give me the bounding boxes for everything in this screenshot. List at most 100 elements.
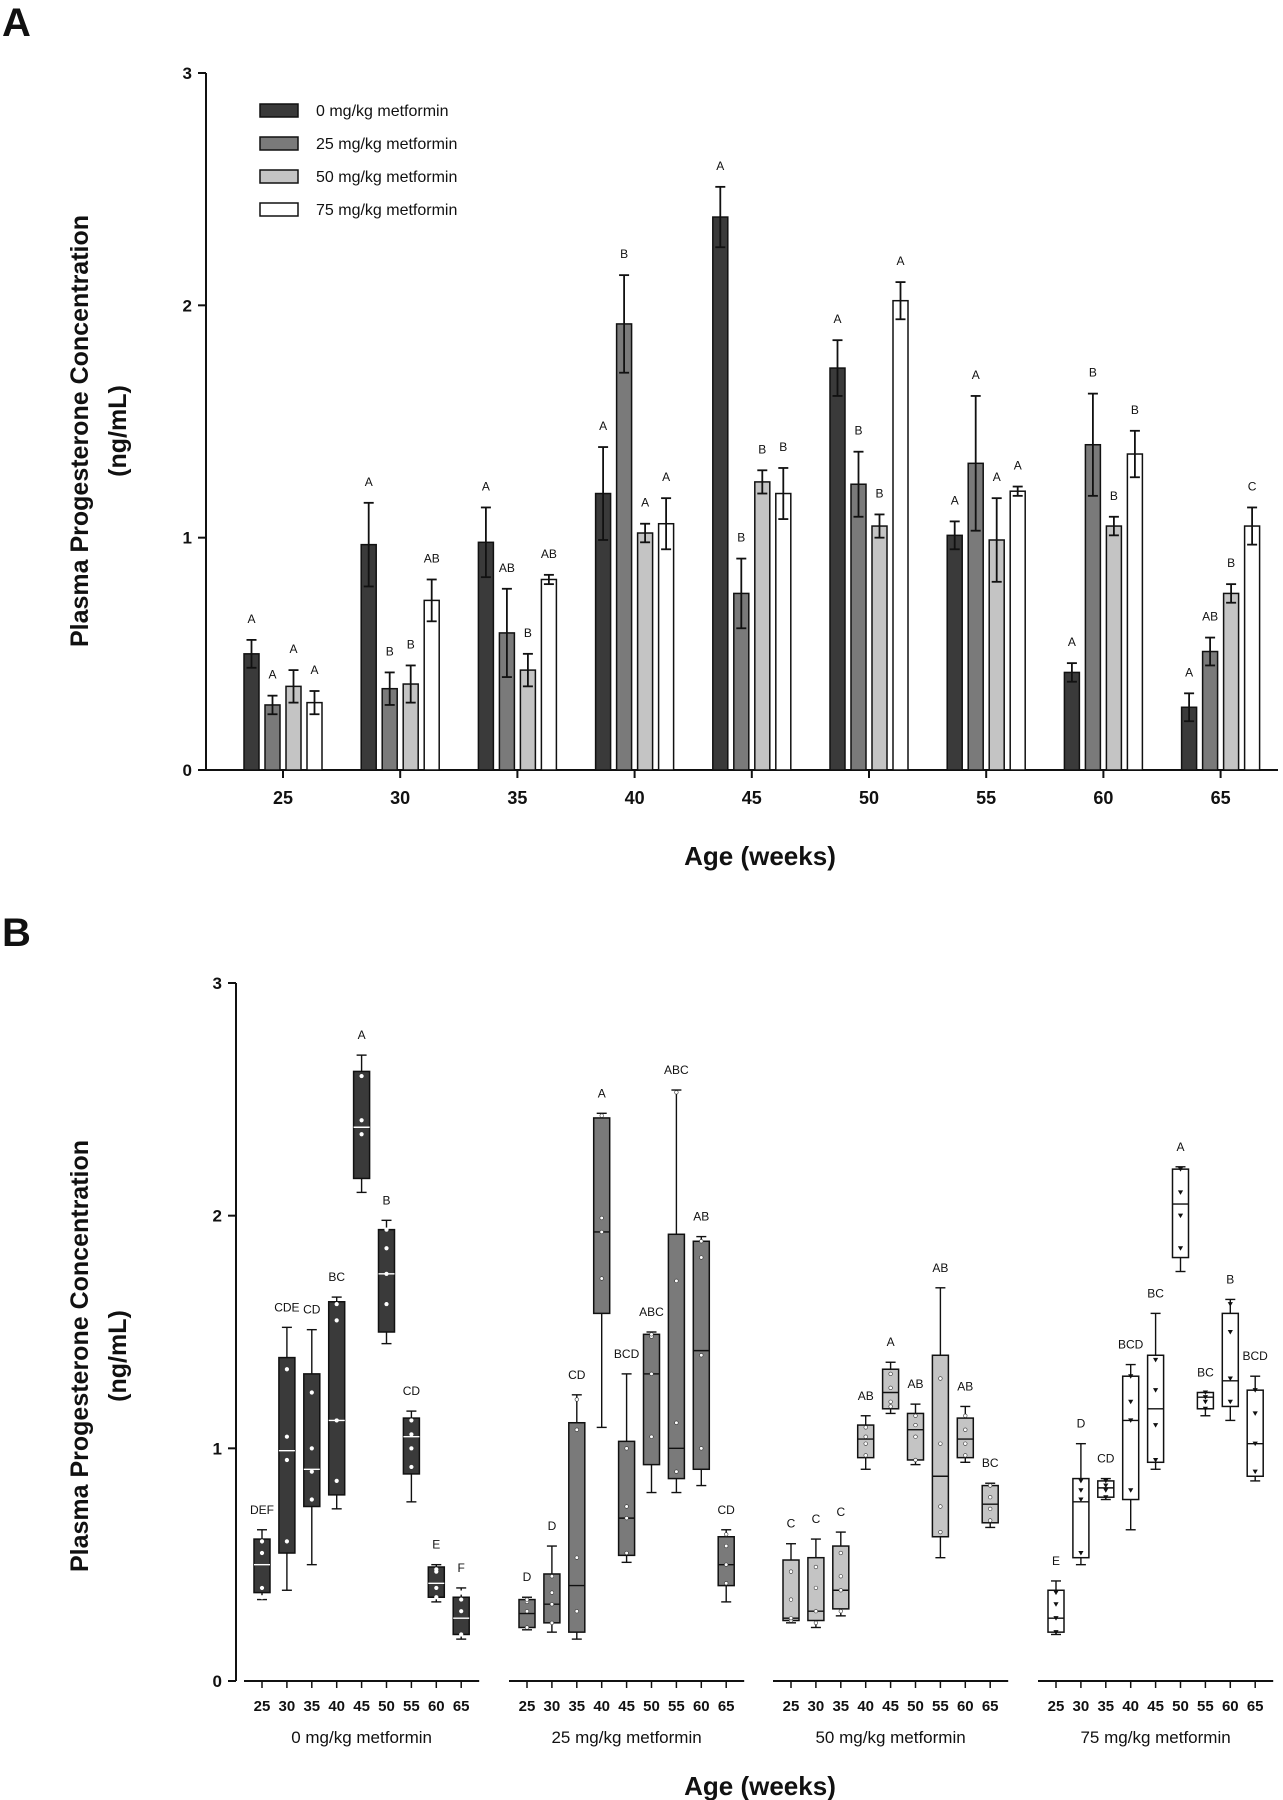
panel-a-bar [892, 299, 909, 771]
panel-a-significance-letter: B [1110, 489, 1118, 503]
panel-b-x-tick-label: 40 [328, 1698, 345, 1715]
panel-b-x-tick-label: 50 [378, 1698, 395, 1715]
panel-b-data-point [599, 1113, 604, 1118]
panel-a-x-tick-label: 55 [976, 788, 996, 808]
panel-b-data-point [334, 1318, 339, 1323]
panel-b-data-point [384, 1227, 389, 1232]
panel-b-x-tick-label: 40 [593, 1698, 610, 1715]
panel-b-x-tick-label: 30 [544, 1698, 561, 1715]
panel-a-significance-letter: A [662, 470, 670, 484]
panel-b-significance-letter: BC [1147, 1286, 1164, 1300]
panel-b-data-point [988, 1483, 993, 1488]
panel-b-significance-letter: BCD [614, 1347, 640, 1361]
panel-b-box [642, 1333, 661, 1466]
panel-b-box [352, 1070, 371, 1180]
panel-a-significance-letter: AB [541, 547, 557, 561]
panel-a-significance-letter: A [310, 663, 318, 677]
panel-b-box [717, 1535, 735, 1587]
panel-b-data-point [334, 1418, 339, 1423]
panel-b-group-label: 50 mg/kg metformin [815, 1728, 965, 1747]
panel-b-box [1221, 1312, 1240, 1408]
panel-b-group-label: 25 mg/kg metformin [551, 1728, 701, 1747]
panel-a-bar [423, 599, 440, 771]
panel-b-data-point [259, 1595, 265, 1600]
panel-b-x-tick-label: 40 [1122, 1698, 1139, 1715]
panel-b-data-point [724, 1543, 729, 1549]
panel-a-bar [775, 492, 792, 771]
panel-a-legend-label: 25 mg/kg metformin [316, 136, 457, 153]
panel-b-box [452, 1596, 470, 1636]
panel-b-significance-letter: A [887, 1335, 895, 1349]
panel-b-data-point [574, 1555, 579, 1560]
panel-b-data-point [309, 1469, 314, 1474]
panel-a-significance-letter: B [758, 442, 766, 456]
panel-b-significance-letter: ABC [664, 1063, 689, 1077]
panel-b-data-point [434, 1595, 439, 1600]
panel-b-xlabel: Age (weeks) [684, 1771, 836, 1800]
panel-b-x-tick-label: 65 [982, 1698, 999, 1715]
panel-a-legend-label: 50 mg/kg metformin [316, 169, 457, 186]
panel-a-significance-letter: B [1089, 366, 1097, 380]
panel-b-box [543, 1573, 561, 1624]
panel-a-ylabel-line1: Plasma Progesterone Concentration [66, 215, 94, 647]
panel-b-significance-letter: CD [403, 1384, 421, 1398]
panel-a-significance-letter: B [407, 637, 415, 651]
panel-b-group-label: 0 mg/kg metformin [291, 1728, 432, 1747]
panel-a-label: A [2, 1, 31, 45]
panel-b-box [931, 1354, 950, 1538]
panel-b-box [1171, 1168, 1190, 1259]
panel-a-y-tick-label: 3 [183, 64, 192, 83]
panel-b-data-point [838, 1574, 843, 1579]
panel-b-data-point [1153, 1457, 1159, 1463]
panel-a-significance-letter: B [779, 440, 787, 454]
panel-b-data-point [988, 1495, 993, 1500]
panel-a-x-tick-label: 65 [1211, 788, 1231, 808]
panel-b-data-point [1078, 1488, 1084, 1493]
panel-b-ylabel-line1: Plasma Progesterone Concentration [66, 1140, 94, 1572]
panel-a-significance-letter: B [386, 644, 394, 658]
panel-b-label: B [2, 911, 31, 955]
panel-a-significance-letter: B [737, 531, 745, 545]
panel-b-x-tick-label: 25 [254, 1698, 271, 1715]
panel-b-data-point [1128, 1418, 1134, 1423]
panel-b-x-tick-label: 65 [718, 1698, 735, 1715]
panel-b-significance-letter: D [548, 1519, 557, 1533]
panel-b-box [667, 1233, 686, 1480]
panel-b-data-point [549, 1590, 555, 1595]
panel-b-data-point [1053, 1602, 1059, 1607]
panel-b-data-point [863, 1441, 868, 1446]
panel-a-significance-letter: A [247, 612, 255, 626]
panel-a-legend-swatch [259, 169, 299, 184]
panel-a-significance-letter: A [641, 496, 649, 510]
panel-b-data-point [913, 1413, 918, 1418]
panel-b-x-tick-label: 25 [519, 1698, 536, 1715]
panel-b-x-tick-label: 60 [1222, 1698, 1239, 1715]
panel-b-x-tick-label: 65 [1247, 1698, 1264, 1715]
panel-b-data-point [1177, 1167, 1184, 1172]
panel-b-data-point [888, 1404, 893, 1409]
panel-a-x-tick-label: 60 [1093, 788, 1113, 808]
panel-a-significance-letter: A [482, 479, 490, 493]
panel-b-data-point [863, 1434, 868, 1439]
panel-a-significance-letter: A [289, 642, 297, 656]
panel-b-x-tick-label: 30 [279, 1698, 296, 1715]
panel-b-data-point [963, 1413, 968, 1418]
panel-b-y-tick-label: 2 [213, 1207, 222, 1226]
panel-b-significance-letter: F [458, 1561, 465, 1575]
panel-b-data-point [938, 1529, 943, 1535]
panel-b-x-tick-label: 25 [1048, 1698, 1065, 1715]
panel-b-significance-letter: AB [858, 1389, 874, 1403]
panel-b-data-point [384, 1271, 389, 1276]
panel-b-data-point [699, 1239, 704, 1244]
panel-b-data-point [459, 1597, 464, 1602]
panel-b-data-point [1103, 1478, 1109, 1484]
panel-a-significance-letter: A [1014, 459, 1022, 473]
panel-b-data-point [459, 1609, 464, 1614]
panel-b-data-point [599, 1229, 604, 1235]
panel-b-x-tick-label: 35 [303, 1698, 320, 1715]
panel-a-bar [1201, 650, 1219, 771]
panel-a-bar [712, 216, 729, 771]
panel-b-data-point [724, 1532, 729, 1537]
panel-b-significance-letter: AB [907, 1377, 923, 1391]
panel-b-x-tick-label: 55 [1197, 1698, 1214, 1715]
